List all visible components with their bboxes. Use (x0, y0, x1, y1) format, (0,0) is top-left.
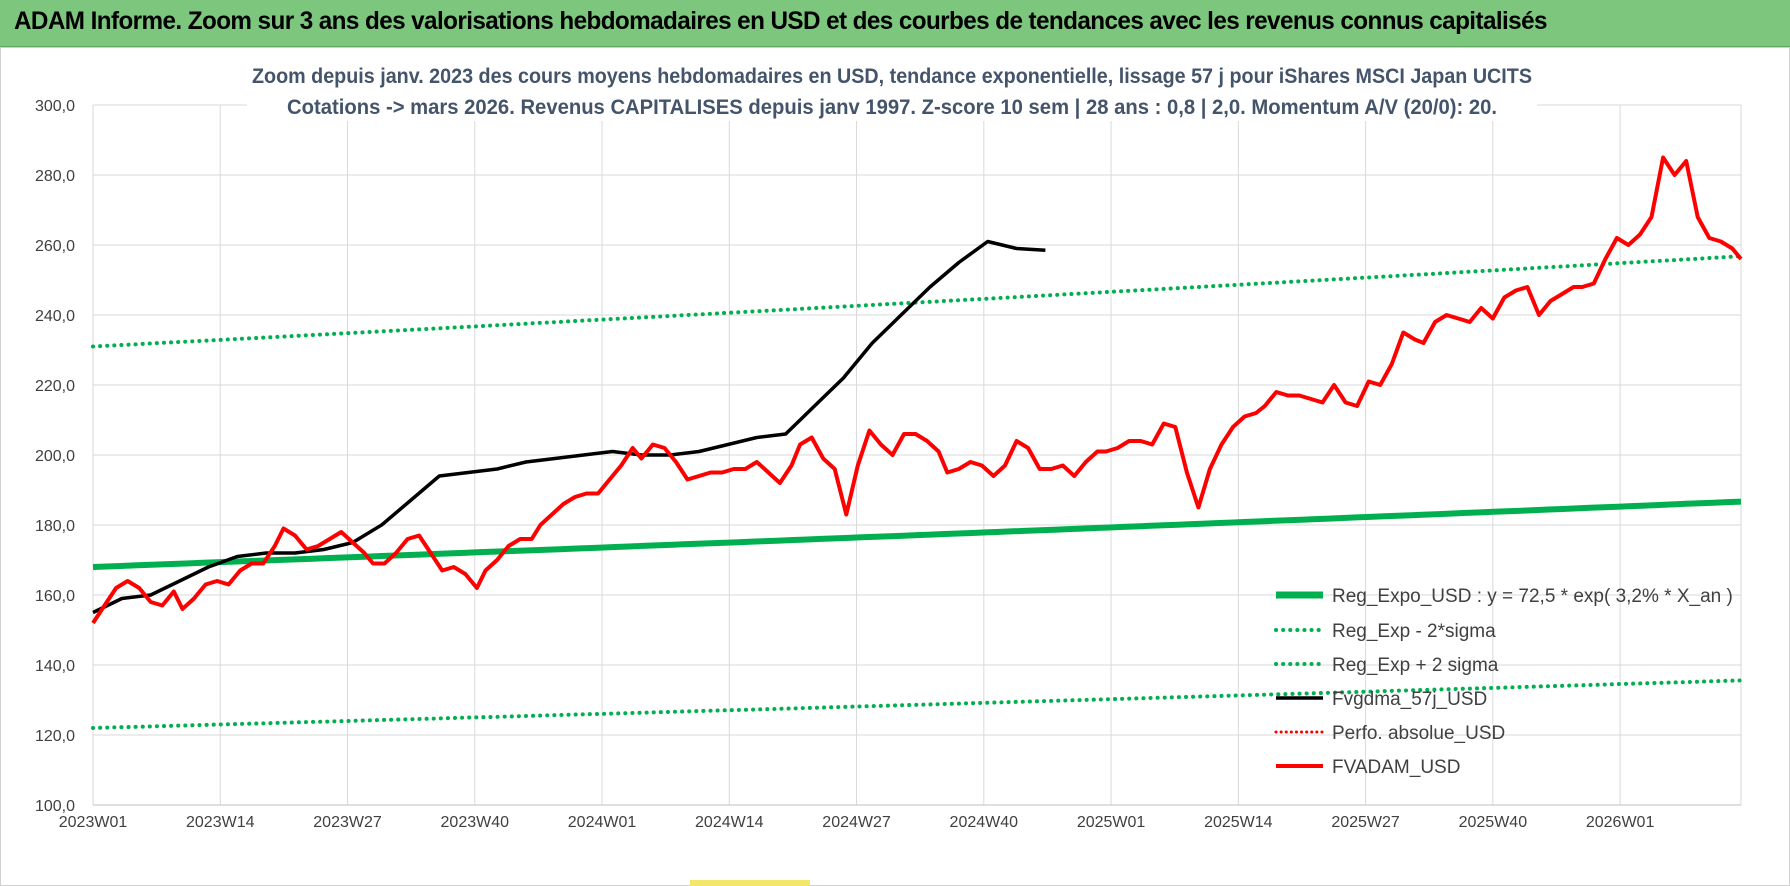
x-tick-label: 2026W01 (1586, 814, 1655, 831)
y-tick-label: 280,0 (35, 168, 75, 185)
y-tick-label: 240,0 (35, 308, 75, 325)
x-axis-tick-labels: 2023W01 2023W14 2023W27 2023W40 2024W01 2024W… (59, 814, 1655, 831)
x-tick-label: 2024W40 (950, 814, 1019, 831)
x-tick-label: 2023W01 (59, 814, 128, 831)
series-lines (91, 155, 1743, 730)
y-tick-label: 300,0 (35, 98, 75, 115)
bottom-scroll-marker (690, 880, 810, 886)
series-fvadam-usd (91, 155, 1743, 625)
x-tick-label: 2024W01 (568, 814, 637, 831)
x-tick-label: 2025W27 (1331, 814, 1400, 831)
x-tick-label: 2025W14 (1204, 814, 1273, 831)
x-tick-label: 2023W40 (441, 814, 510, 831)
legend: Reg_Expo_USD : y = 72,5 * exp( 3,2% * X_… (1274, 586, 1733, 778)
chart-area: 100,0 120,0 140,0 160,0 180,0 200,0 220,0 240,0… (0, 47, 1790, 886)
y-tick-label: 120,0 (35, 728, 75, 745)
legend-label: Fvgdma_57j_USD (1332, 689, 1487, 710)
y-tick-label: 140,0 (35, 658, 75, 675)
title-background (247, 56, 1537, 121)
series-fvgdma-57j-usd (92, 239, 1046, 615)
series-reg-exp-plus-2-sigma (91, 254, 1743, 349)
legend-label: FVADAM_USD (1332, 757, 1460, 778)
y-tick-label: 160,0 (35, 588, 75, 605)
x-tick-label: 2025W01 (1077, 814, 1146, 831)
chart-titles: Zoom depuis janv. 2023 des cours moyens … (247, 56, 1537, 121)
y-tick-label: 180,0 (35, 518, 75, 535)
y-tick-label: 100,0 (35, 798, 75, 815)
page-title: ADAM Informe. Zoom sur 3 ans des valoris… (14, 7, 1547, 35)
legend-label: Reg_Exp - 2*sigma (1332, 621, 1496, 642)
x-tick-label: 2024W14 (695, 814, 764, 831)
y-tick-label: 260,0 (35, 238, 75, 255)
legend-label: Reg_Exp + 2 sigma (1332, 655, 1499, 676)
title-banner: ADAM Informe. Zoom sur 3 ans des valoris… (0, 0, 1790, 47)
series-reg-exp-minus-2-sigma (91, 678, 1743, 730)
legend-label: Reg_Expo_USD : y = 72,5 * exp( 3,2% * X_… (1332, 586, 1733, 607)
y-tick-label: 200,0 (35, 448, 75, 465)
legend-label: Perfo. absolue_USD (1332, 723, 1505, 744)
chart: 100,0 120,0 140,0 160,0 180,0 200,0 220,0 240,0… (35, 56, 1743, 831)
chart-subtitle: Cotations -> mars 2026. Revenus CAPITALI… (287, 96, 1497, 119)
x-tick-label: 2025W40 (1459, 814, 1528, 831)
x-tick-label: 2024W27 (822, 814, 891, 831)
y-tick-label: 220,0 (35, 378, 75, 395)
gridlines (92, 104, 1742, 806)
chart-title: Zoom depuis janv. 2023 des cours moyens … (252, 65, 1532, 88)
y-axis-tick-labels: 100,0 120,0 140,0 160,0 180,0 200,0 220,0 240,0… (35, 98, 75, 815)
x-tick-label: 2023W27 (313, 814, 382, 831)
x-tick-label: 2023W14 (186, 814, 255, 831)
